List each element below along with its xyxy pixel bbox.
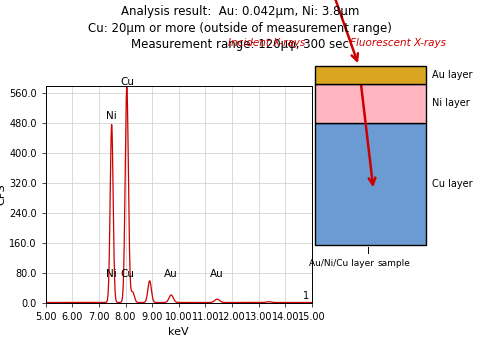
Text: Cu: Cu: [120, 77, 134, 87]
Text: Ni: Ni: [106, 111, 117, 121]
Text: Cu: Cu: [120, 269, 134, 279]
Text: Fluorescent X-rays: Fluorescent X-rays: [350, 38, 446, 48]
Text: 1: 1: [303, 291, 309, 301]
Text: Au layer: Au layer: [432, 70, 472, 80]
Text: Au/Ni/Cu layer: Au/Ni/Cu layer: [309, 259, 374, 268]
Y-axis label: CPS: CPS: [0, 183, 6, 205]
X-axis label: keV: keV: [168, 327, 189, 337]
Text: Ni: Ni: [106, 269, 117, 279]
Text: Ni layer: Ni layer: [432, 98, 470, 108]
Text: Incident X-rays: Incident X-rays: [228, 38, 305, 48]
Text: sample: sample: [378, 259, 410, 268]
Text: Au: Au: [164, 269, 178, 279]
Text: Au: Au: [210, 269, 224, 279]
Bar: [315, 123, 426, 245]
Text: Analysis result:  Au: 0.042μm, Ni: 3.8μm
Cu: 20μm or more (outside of measuremen: Analysis result: Au: 0.042μm, Ni: 3.8μm …: [88, 5, 392, 51]
Bar: [315, 84, 426, 123]
Bar: [315, 66, 426, 84]
Text: Cu layer: Cu layer: [432, 179, 473, 189]
